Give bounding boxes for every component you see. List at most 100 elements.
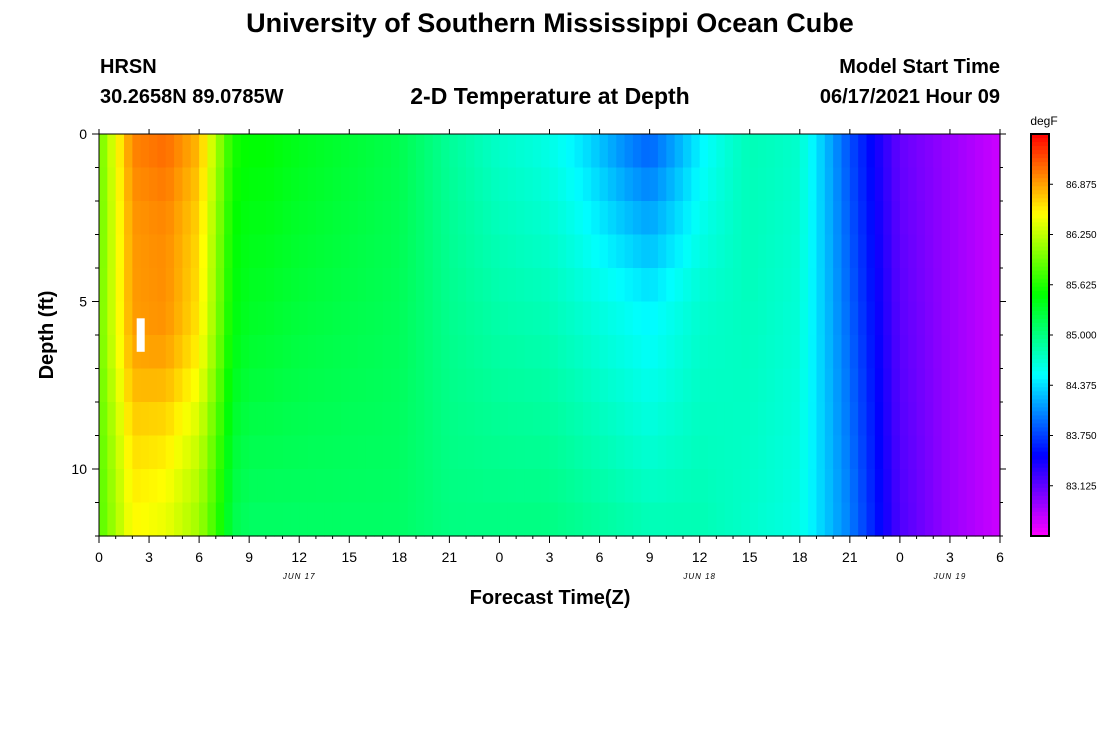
heatmap-cell <box>532 167 542 202</box>
heatmap-cell <box>441 134 450 169</box>
heatmap-cell <box>566 368 576 403</box>
heatmap-cell <box>124 435 133 470</box>
heatmap-cell <box>232 134 242 169</box>
heatmap-cell <box>524 167 534 202</box>
heatmap-cell <box>524 234 534 269</box>
colorbar-segment <box>1031 467 1049 473</box>
heatmap-cell <box>349 368 359 403</box>
heatmap-cell <box>774 134 784 169</box>
heatmap-cell <box>399 402 409 437</box>
heatmap-cell <box>532 502 542 537</box>
heatmap-cell <box>390 469 400 504</box>
heatmap-cell <box>741 167 751 202</box>
heatmap-cell <box>607 167 617 202</box>
heatmap-cell <box>758 301 767 336</box>
heatmap-cell <box>399 502 409 537</box>
heatmap-cell <box>724 201 734 236</box>
heatmap-cell <box>783 469 793 504</box>
heatmap-cell <box>549 167 559 202</box>
heatmap-cell <box>649 301 659 336</box>
heatmap-cell <box>749 301 759 336</box>
heatmap-cell <box>949 134 959 169</box>
heatmap-cell <box>357 234 367 269</box>
heatmap-cell <box>774 301 784 336</box>
heatmap-cell <box>666 167 676 202</box>
colorbar-segment <box>1031 150 1049 155</box>
heatmap-cell <box>716 268 726 303</box>
heatmap-cell <box>474 402 484 437</box>
heatmap-cell <box>849 502 859 537</box>
heatmap-cell <box>883 268 893 303</box>
heatmap-cell <box>382 335 392 370</box>
heatmap-cell <box>224 435 234 470</box>
heatmap-cell <box>265 335 275 370</box>
heatmap-cell <box>107 435 117 470</box>
heatmap-cell <box>432 368 442 403</box>
colorbar-segment <box>1031 427 1049 433</box>
heatmap-cell <box>783 502 793 537</box>
heatmap-cell <box>933 234 943 269</box>
heatmap-cell <box>607 402 617 437</box>
heatmap-cell <box>232 234 242 269</box>
heatmap-cell <box>149 402 158 437</box>
heatmap-cell <box>282 402 292 437</box>
heatmap-cell <box>541 402 551 437</box>
heatmap-cell <box>824 268 834 303</box>
heatmap-cell <box>274 469 284 504</box>
heatmap-cell <box>524 435 534 470</box>
heatmap-cell <box>441 469 450 504</box>
heatmap-cell <box>858 134 868 169</box>
heatmap-cell <box>99 134 108 169</box>
heatmap-cell <box>949 301 959 336</box>
heatmap-cell <box>541 134 551 169</box>
colorbar-segment <box>1031 246 1049 252</box>
heatmap-cell <box>499 134 509 169</box>
heatmap-cell <box>190 301 200 336</box>
model-start-label: Model Start Time <box>839 56 1000 78</box>
heatmap-cell <box>516 402 526 437</box>
heatmap-cell <box>115 234 125 269</box>
heatmap-cell <box>482 234 492 269</box>
heatmap-cell <box>407 134 417 169</box>
colorbar-tick-label: 86.875 <box>1066 180 1097 191</box>
heatmap-cell <box>274 134 284 169</box>
heatmap-cell <box>833 502 843 537</box>
heatmap-cell <box>657 268 667 303</box>
heatmap-cell <box>791 469 801 504</box>
heatmap-cell <box>124 368 133 403</box>
heatmap-cell <box>507 268 517 303</box>
colorbar-segment <box>1031 447 1049 453</box>
heatmap-cell <box>632 502 642 537</box>
heatmap-cell <box>808 301 818 336</box>
heatmap-cell <box>282 201 292 236</box>
heatmap-cell <box>399 435 409 470</box>
heatmap-cell <box>833 234 843 269</box>
heatmap-cell <box>474 469 484 504</box>
heatmap-cell <box>858 301 868 336</box>
heatmap-cell <box>983 402 993 437</box>
heatmap-cell <box>315 268 325 303</box>
heatmap-cell <box>991 368 1001 403</box>
heatmap-cell <box>741 134 751 169</box>
colorbar-segment <box>1031 435 1049 441</box>
heatmap-cell <box>274 234 284 269</box>
heatmap-cell <box>232 469 242 504</box>
heatmap-cell <box>874 268 884 303</box>
heatmap-cell <box>482 502 492 537</box>
heatmap-cell <box>949 167 959 202</box>
heatmap-cell <box>99 301 108 336</box>
heatmap-cell <box>265 134 275 169</box>
heatmap-cell <box>365 201 375 236</box>
heatmap-cell <box>591 502 601 537</box>
colorbar-segment <box>1031 254 1049 260</box>
heatmap-cell <box>549 201 559 236</box>
colorbar-segment <box>1031 274 1049 280</box>
heatmap-cell <box>674 268 684 303</box>
heatmap-cell <box>207 201 217 236</box>
heatmap-cell <box>349 301 359 336</box>
heatmap-cell <box>958 301 968 336</box>
heatmap-cell <box>833 335 843 370</box>
heatmap-cell <box>232 201 242 236</box>
colorbar-segment <box>1031 326 1049 332</box>
heatmap-cell <box>933 335 943 370</box>
